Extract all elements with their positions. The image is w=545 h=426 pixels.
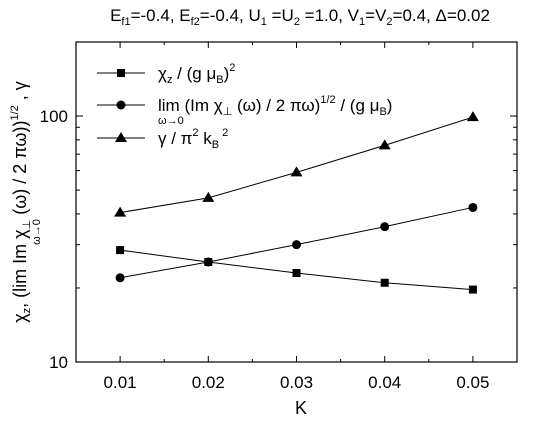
x-tick-label: 0.03 [280,373,313,392]
data-point-circle [292,240,301,250]
data-point-triangle [114,206,127,217]
svg-text:χz, (lim Im χ⊥ (ω) / 2 πω))1/: χz, (lim Im χ⊥ (ω) / 2 πω))1/2 , γ [9,81,33,323]
chart-title: Ef1=-0.4, Ef2=-0.4, U1 =U2 =1.0, V1=V2=0… [110,6,490,28]
svg-text:χz / (g μB)2: χz / (g μB)2 [158,62,235,86]
x-tick-label: 0.04 [368,373,401,392]
data-point-circle [380,222,390,232]
data-point-circle [468,202,478,212]
data-point-circle [203,257,213,267]
legend-entry-chi-z: χz / (g μB)2 [97,62,235,86]
data-point-square [380,278,389,287]
x-axis-label: K [295,398,307,418]
data-point-circle [115,273,125,283]
data-point-triangle [466,111,479,122]
svg-text:ω→0: ω→0 [158,115,184,127]
data-point-square [292,269,301,278]
x-tick-label: 0.01 [104,373,137,392]
svg-text:lim (Im χ⊥ (ω) / 2 πω)1/2 / (: lim (Im χ⊥ (ω) / 2 πω)1/2 / (g μB) [158,94,392,118]
axes: 0.01 0.02 0.03 0.04 0.05 10 100 [40,42,517,392]
series-group [114,111,479,294]
y-axis-label: χz, (lim Im χ⊥ (ω) / 2 πω))1/2 , γ ω→0 [9,81,43,323]
x-tick-label: 0.05 [456,373,489,392]
data-point-square [116,246,125,255]
y-axis-label-sub: ω→0 [31,219,43,245]
svg-text:γ / π2 kB 2: γ / π2 kB 2 [158,127,228,151]
legend-entry-gamma: γ / π2 kB 2 [97,127,228,151]
x-tick-label: 0.02 [192,373,225,392]
y-tick-label: 100 [40,107,68,126]
legend: χz / (g μB)2 lim (Im χ⊥ (ω) / 2 πω)1/2 /… [97,62,392,151]
data-point-triangle [290,166,303,177]
data-point-triangle [378,139,391,150]
plot-frame [75,41,518,363]
data-point-triangle [202,191,215,202]
y-tick-label: 10 [49,353,68,372]
data-point-square [468,285,477,294]
legend-entry-im-chi: lim (Im χ⊥ (ω) / 2 πω)1/2 / (g μB) ω→0 [97,94,392,127]
